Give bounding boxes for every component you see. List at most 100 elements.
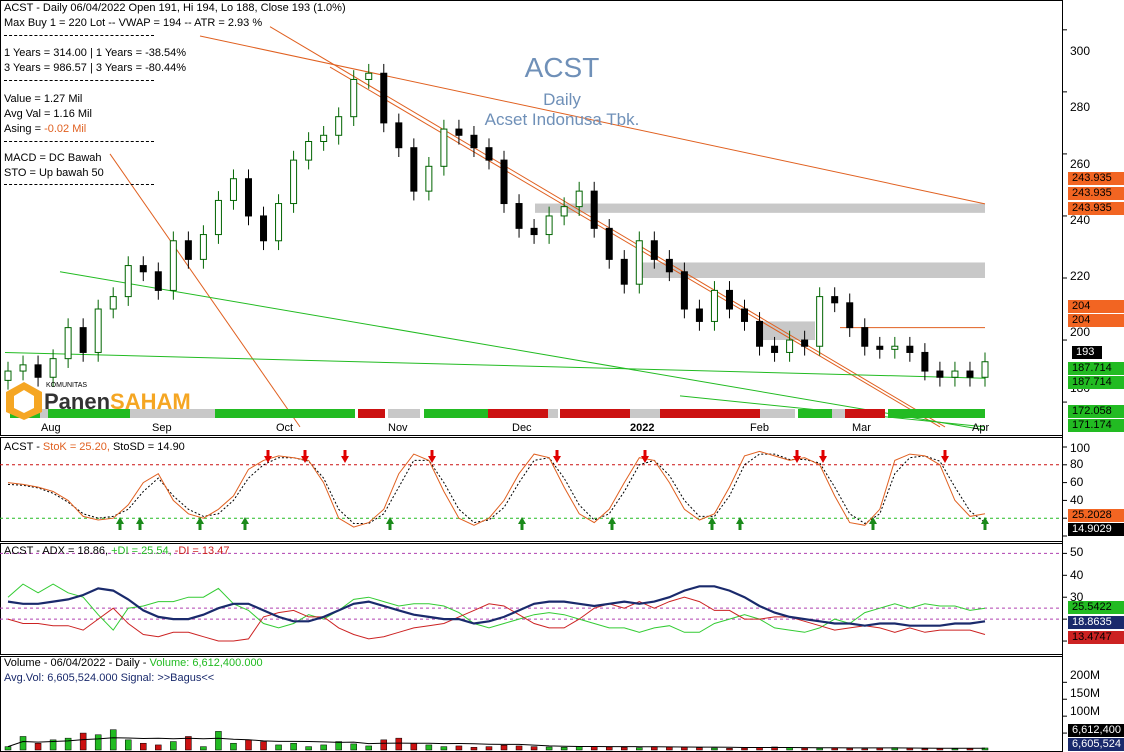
volume-bar <box>320 744 327 751</box>
candle-body <box>710 289 718 322</box>
volume-bar <box>19 736 27 751</box>
stoch-prefix: ACST - <box>4 441 43 453</box>
volume-bar <box>861 748 869 751</box>
volume-bar <box>515 745 523 751</box>
adx-tag: 13.4747 <box>1068 631 1124 644</box>
candle-body <box>695 308 703 322</box>
price-tag: 171.174 <box>1068 419 1124 432</box>
adx-tick-label: 40 <box>1070 568 1084 582</box>
volume-bar <box>636 747 643 751</box>
trendline <box>329 66 941 428</box>
candle-body <box>139 265 147 273</box>
volume-bar <box>816 748 823 751</box>
candle-body <box>846 302 854 329</box>
sell-arrow-icon <box>341 450 349 463</box>
signal-strip-segment <box>215 409 355 418</box>
signal-strip-segment <box>488 409 548 418</box>
candle-body <box>545 215 553 236</box>
candle-body <box>650 240 658 260</box>
candle-body <box>320 134 328 142</box>
volume-bar <box>395 737 403 751</box>
candle-body <box>906 345 914 353</box>
candle-body <box>500 159 508 205</box>
signal-strip-segment <box>660 409 760 418</box>
volume-bar <box>771 746 778 751</box>
header-avgval-line: Avg Val = 1.16 Mil <box>4 108 92 120</box>
candle-body <box>19 364 27 372</box>
pdi-label: +DI = 25.54, <box>108 545 172 557</box>
stoch-tag: 25.2028 <box>1068 509 1124 522</box>
candle-body <box>260 215 268 242</box>
candle-body <box>199 234 207 260</box>
sell-arrow-icon <box>553 450 561 463</box>
price-tick-label: 280 <box>1070 100 1091 114</box>
price-tag: 187.714 <box>1068 376 1124 389</box>
candle-body <box>395 122 403 149</box>
header-sto-line: STO = Up bawah 50 <box>4 167 104 179</box>
volume-bar <box>94 734 102 751</box>
volume-bar <box>170 741 177 751</box>
candle-body <box>244 178 252 217</box>
chart-period: Daily <box>543 90 581 109</box>
signal-strip-segment <box>798 409 832 418</box>
signal-strip-segment <box>845 409 885 418</box>
buy-arrow-icon <box>869 517 877 530</box>
candle-body <box>756 320 764 347</box>
candle-body <box>530 227 538 236</box>
volume-bar <box>155 744 162 751</box>
buy-arrow-icon <box>136 517 144 530</box>
header-ohlc-line: ACST - Daily 06/04/2022 Open 191, Hi 194… <box>4 2 346 14</box>
sell-arrow-icon <box>641 450 649 463</box>
volume-bar <box>906 748 914 751</box>
x-tick-label: Mar <box>852 422 871 434</box>
volume-bar <box>470 747 478 751</box>
support-line <box>4 351 986 379</box>
price-tag: 187.714 <box>1068 362 1124 375</box>
volume-bar <box>245 739 252 751</box>
candle-body <box>725 289 733 310</box>
candle-body <box>305 140 313 161</box>
adx-tick-label: 30 <box>1070 590 1084 604</box>
volume-bar <box>711 747 718 751</box>
header-3year-line: 3 Years = 986.57 | 3 Years = -80.44% <box>4 62 187 74</box>
candle-body <box>741 308 749 322</box>
x-tick-label: Feb <box>750 422 769 434</box>
header-vwap-line: Max Buy 1 = 220 Lot -- VWAP = 194 -- ATR… <box>4 17 263 29</box>
sell-arrow-icon <box>301 450 309 463</box>
avgvol-prefix: Avg.Vol: 6,605,524.000 Signal: <box>4 672 158 684</box>
signal-strip-segment <box>130 409 215 418</box>
panensaham-logo: KOMUNITAS PanenSAHAM <box>4 380 219 420</box>
volume-bar <box>230 742 237 751</box>
trendline <box>199 35 986 205</box>
candle-body <box>169 240 177 291</box>
volume-bar <box>64 737 72 751</box>
candle-body <box>380 72 388 124</box>
volume-bar <box>801 747 808 751</box>
volume-bar <box>681 747 688 751</box>
candle-body <box>620 258 628 285</box>
volume-bar <box>696 747 703 751</box>
price-tag: 243.935 <box>1068 172 1124 185</box>
volume-bar <box>485 746 493 751</box>
candle-body <box>229 178 237 201</box>
buy-arrow-icon <box>386 517 394 530</box>
stoch-legend: ACST - StoK = 25.20, StoSD = 14.90 <box>4 441 185 454</box>
sell-arrow-icon <box>793 450 801 463</box>
resistance-zone <box>760 321 815 341</box>
logo-text: PanenSAHAM <box>44 390 191 414</box>
price-tick-label: 220 <box>1070 269 1091 283</box>
stoch-tag: 14.9029 <box>1068 523 1124 536</box>
avg-volume-line <box>7 737 985 749</box>
adx-line <box>7 585 986 627</box>
asing-label: Asing = <box>4 123 45 135</box>
volume-prefix: Volume - 06/04/2022 - Daily - <box>4 657 150 669</box>
candle-body <box>981 361 989 378</box>
candle-body <box>79 327 87 353</box>
candle-body <box>184 240 192 260</box>
volume-bar <box>560 747 568 751</box>
buy-arrow-icon <box>608 517 616 530</box>
candle-body <box>951 370 959 378</box>
logo-part1: Panen <box>44 389 111 414</box>
price-tag: 243.935 <box>1068 202 1124 215</box>
header-macd-line: MACD = DC Bawah <box>4 152 102 164</box>
